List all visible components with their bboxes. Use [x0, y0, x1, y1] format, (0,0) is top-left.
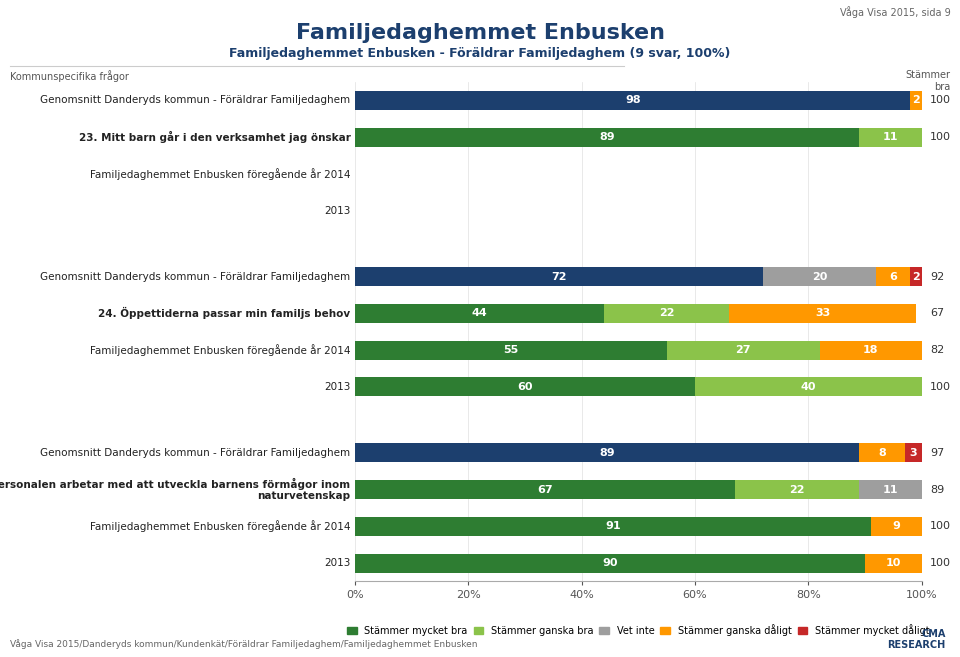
- Bar: [355, 377, 695, 396]
- Text: 6: 6: [889, 272, 898, 282]
- Bar: [355, 127, 859, 147]
- Text: 100: 100: [930, 558, 951, 568]
- Text: 60: 60: [517, 382, 533, 392]
- Text: 55: 55: [503, 345, 518, 355]
- Text: 22: 22: [659, 308, 675, 319]
- Text: Våga Visa 2015, sida 9: Våga Visa 2015, sida 9: [840, 7, 950, 18]
- Bar: [871, 517, 922, 536]
- Bar: [910, 91, 922, 110]
- Text: 91: 91: [605, 522, 621, 532]
- Text: 2: 2: [912, 272, 920, 282]
- Text: 27: 27: [735, 345, 751, 355]
- Bar: [859, 443, 904, 463]
- Bar: [355, 340, 666, 359]
- Bar: [734, 480, 859, 499]
- Text: 100: 100: [930, 95, 951, 106]
- Bar: [763, 267, 876, 286]
- Text: Familjedaghemmet Enbusken: Familjedaghemmet Enbusken: [296, 23, 664, 43]
- Text: Genomsnitt Danderyds kommun - Föräldrar Familjedaghem: Genomsnitt Danderyds kommun - Föräldrar …: [40, 272, 350, 282]
- Bar: [904, 443, 922, 463]
- Text: 67: 67: [538, 485, 553, 495]
- Bar: [820, 340, 922, 359]
- Text: CMA
RESEARCH: CMA RESEARCH: [887, 629, 946, 650]
- Text: 23. Mitt barn går i den verksamhet jag önskar: 23. Mitt barn går i den verksamhet jag ö…: [79, 131, 350, 143]
- Text: 2013: 2013: [324, 206, 350, 215]
- Text: 2: 2: [912, 95, 920, 106]
- Text: Familjedaghemmet Enbusken föregående år 2014: Familjedaghemmet Enbusken föregående år …: [90, 168, 350, 180]
- Text: 10: 10: [885, 558, 901, 568]
- Bar: [695, 377, 922, 396]
- Text: 20: 20: [812, 272, 828, 282]
- Text: 2013: 2013: [324, 382, 350, 392]
- Text: Genomsnitt Danderyds kommun - Föräldrar Familjedaghem: Genomsnitt Danderyds kommun - Föräldrar …: [40, 448, 350, 458]
- Text: 72: 72: [551, 272, 566, 282]
- Bar: [355, 554, 865, 573]
- Bar: [859, 127, 922, 147]
- Bar: [865, 554, 922, 573]
- Bar: [859, 480, 922, 499]
- Text: 25. Personalen arbetar med att utveckla barnens förmågor inom
naturvetenskap: 25. Personalen arbetar med att utveckla …: [0, 478, 350, 501]
- Text: 100: 100: [930, 382, 951, 392]
- Text: Familjedaghemmet Enbusken föregående år 2014: Familjedaghemmet Enbusken föregående år …: [90, 520, 350, 532]
- Text: 90: 90: [602, 558, 618, 568]
- Text: 82: 82: [930, 345, 945, 355]
- Text: 97: 97: [930, 448, 945, 458]
- Text: 11: 11: [882, 132, 899, 142]
- Text: 18: 18: [863, 345, 878, 355]
- Text: 89: 89: [930, 485, 945, 495]
- Text: 3: 3: [909, 448, 917, 458]
- Text: 2013: 2013: [324, 558, 350, 568]
- Text: 24. Öppettiderna passar min familjs behov: 24. Öppettiderna passar min familjs beho…: [98, 307, 350, 319]
- Legend: Stämmer mycket bra, Stämmer ganska bra, Vet inte, Stämmer ganska dåligt, Stämmer: Stämmer mycket bra, Stämmer ganska bra, …: [347, 623, 930, 636]
- Text: Kommunspecifika frågor: Kommunspecifika frågor: [10, 70, 129, 82]
- Text: 40: 40: [801, 382, 816, 392]
- Text: 44: 44: [472, 308, 488, 319]
- Text: 9: 9: [892, 522, 900, 532]
- Bar: [876, 267, 910, 286]
- Bar: [729, 304, 916, 323]
- Text: 67: 67: [930, 308, 945, 319]
- Text: 89: 89: [599, 448, 615, 458]
- Text: 33: 33: [815, 308, 830, 319]
- Bar: [910, 267, 922, 286]
- Bar: [355, 267, 763, 286]
- Bar: [355, 91, 910, 110]
- Bar: [355, 480, 734, 499]
- Bar: [355, 304, 605, 323]
- Bar: [355, 517, 871, 536]
- Text: Stämmer
bra: Stämmer bra: [905, 70, 950, 92]
- Text: 22: 22: [789, 485, 804, 495]
- Bar: [666, 340, 820, 359]
- Text: 8: 8: [878, 448, 886, 458]
- Text: 98: 98: [625, 95, 640, 106]
- Bar: [605, 304, 729, 323]
- Text: Våga Visa 2015/Danderyds kommun/Kundenkät/Föräldrar Familjedaghem/Familjedaghemm: Våga Visa 2015/Danderyds kommun/Kundenkä…: [10, 639, 477, 649]
- Text: 89: 89: [599, 132, 615, 142]
- Text: 100: 100: [930, 522, 951, 532]
- Text: Familjedaghemmet Enbusken föregående år 2014: Familjedaghemmet Enbusken föregående år …: [90, 344, 350, 356]
- Text: 11: 11: [882, 485, 899, 495]
- Text: Genomsnitt Danderyds kommun - Föräldrar Familjedaghem: Genomsnitt Danderyds kommun - Föräldrar …: [40, 95, 350, 106]
- Bar: [355, 443, 859, 463]
- Text: Familjedaghemmet Enbusken - Föräldrar Familjedaghem (9 svar, 100%): Familjedaghemmet Enbusken - Föräldrar Fa…: [229, 47, 731, 60]
- Text: 92: 92: [930, 272, 945, 282]
- Text: 100: 100: [930, 132, 951, 142]
